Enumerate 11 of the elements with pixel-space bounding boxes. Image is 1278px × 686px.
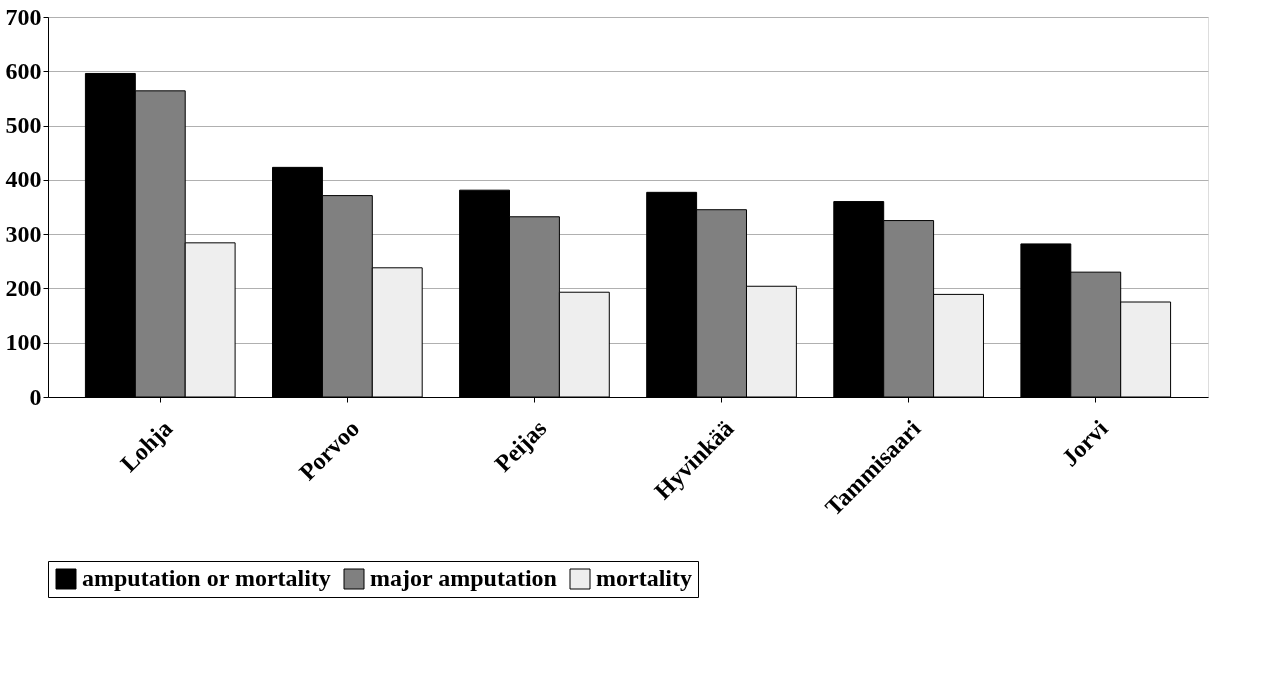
legend-label: mortality (596, 565, 692, 591)
y-tick-label: 400 (5, 166, 42, 193)
y-tick-label: 300 (5, 220, 42, 247)
y-tick-label: 600 (5, 57, 42, 84)
y-tick-label: 200 (5, 274, 42, 301)
y-tick-label: 100 (5, 329, 42, 356)
y-tick-label: 700 (5, 3, 42, 30)
legend-label: amputation or mortality (82, 565, 331, 591)
legend-label: major amputation (370, 565, 557, 591)
y-tick-label: 0 (29, 383, 42, 410)
y-tick-label: 500 (5, 112, 42, 139)
